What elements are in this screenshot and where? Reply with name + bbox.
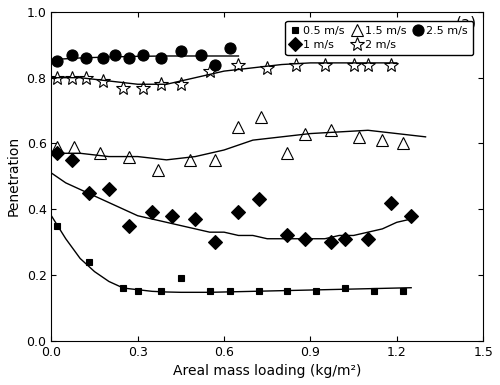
- 2.5 m/s: [198, 52, 204, 57]
- 0.5 m/s: [342, 286, 348, 290]
- 2 m/s: [293, 62, 299, 67]
- 2 m/s: [120, 85, 126, 90]
- 1.5 m/s: [258, 115, 264, 119]
- 1 m/s: [126, 223, 132, 228]
- 1 m/s: [302, 236, 308, 241]
- 1 m/s: [68, 157, 74, 162]
- Line: 2 m/s: 2 m/s: [50, 58, 398, 94]
- 2 m/s: [140, 85, 146, 90]
- 0.5 m/s: [227, 289, 233, 294]
- 0.5 m/s: [256, 289, 262, 294]
- 1 m/s: [236, 210, 242, 215]
- 1 m/s: [54, 151, 60, 156]
- 1.5 m/s: [328, 128, 334, 132]
- 2.5 m/s: [126, 56, 132, 60]
- 2.5 m/s: [112, 52, 117, 57]
- 1.5 m/s: [212, 157, 218, 162]
- 2 m/s: [350, 62, 356, 67]
- Line: 1.5 m/s: 1.5 m/s: [52, 112, 408, 175]
- 0.5 m/s: [134, 289, 140, 294]
- 2.5 m/s: [83, 56, 89, 60]
- 1.5 m/s: [155, 167, 161, 172]
- 0.5 m/s: [313, 289, 319, 294]
- 2.5 m/s: [212, 62, 218, 67]
- 1 m/s: [365, 236, 371, 241]
- 2 m/s: [68, 75, 74, 80]
- 2.5 m/s: [178, 49, 184, 54]
- 2 m/s: [365, 62, 371, 67]
- 2.5 m/s: [100, 56, 106, 60]
- 0.5 m/s: [178, 276, 184, 281]
- 1 m/s: [212, 240, 218, 244]
- 1 m/s: [86, 191, 92, 195]
- 2 m/s: [100, 79, 106, 83]
- 2 m/s: [178, 82, 184, 87]
- 1 m/s: [388, 200, 394, 205]
- Legend: 0.5 m/s, 1 m/s, 1.5 m/s, 2 m/s, 2.5 m/s: 0.5 m/s, 1 m/s, 1.5 m/s, 2 m/s, 2.5 m/s: [286, 21, 473, 55]
- 1.5 m/s: [126, 154, 132, 159]
- 0.5 m/s: [400, 289, 406, 294]
- 0.5 m/s: [370, 289, 376, 294]
- 1.5 m/s: [356, 134, 362, 139]
- 1 m/s: [328, 240, 334, 244]
- 1.5 m/s: [284, 151, 290, 156]
- 1.5 m/s: [380, 138, 386, 142]
- 1.5 m/s: [400, 141, 406, 146]
- 1 m/s: [106, 187, 112, 192]
- 1 m/s: [408, 213, 414, 218]
- 0.5 m/s: [206, 289, 212, 294]
- 2 m/s: [388, 62, 394, 67]
- 1.5 m/s: [54, 144, 60, 149]
- 2.5 m/s: [54, 59, 60, 64]
- 1.5 m/s: [302, 131, 308, 136]
- 1 m/s: [342, 236, 348, 241]
- 1 m/s: [170, 213, 175, 218]
- 1.5 m/s: [72, 144, 78, 149]
- 2 m/s: [206, 69, 212, 74]
- 1.5 m/s: [236, 125, 242, 129]
- Line: 2.5 m/s: 2.5 m/s: [52, 43, 236, 70]
- 2.5 m/s: [68, 52, 74, 57]
- 2 m/s: [83, 75, 89, 80]
- 2 m/s: [322, 62, 328, 67]
- 2.5 m/s: [227, 46, 233, 50]
- 2 m/s: [54, 75, 60, 80]
- 1 m/s: [192, 217, 198, 221]
- 2 m/s: [264, 65, 270, 70]
- 1.5 m/s: [98, 151, 103, 156]
- Line: 1 m/s: 1 m/s: [52, 149, 416, 247]
- 1 m/s: [256, 197, 262, 202]
- 2.5 m/s: [158, 56, 164, 60]
- 0.5 m/s: [86, 259, 92, 264]
- Y-axis label: Penetration: Penetration: [7, 136, 21, 216]
- 0.5 m/s: [284, 289, 290, 294]
- 0.5 m/s: [120, 286, 126, 290]
- Text: (a): (a): [456, 15, 476, 30]
- 0.5 m/s: [54, 223, 60, 228]
- X-axis label: Areal mass loading (kg/m²): Areal mass loading (kg/m²): [173, 364, 362, 378]
- 1 m/s: [284, 233, 290, 238]
- 0.5 m/s: [158, 289, 164, 294]
- 2 m/s: [158, 82, 164, 87]
- 2.5 m/s: [140, 52, 146, 57]
- 1 m/s: [149, 210, 155, 215]
- 1.5 m/s: [186, 157, 192, 162]
- Line: 0.5 m/s: 0.5 m/s: [54, 222, 406, 295]
- 2 m/s: [236, 62, 242, 67]
